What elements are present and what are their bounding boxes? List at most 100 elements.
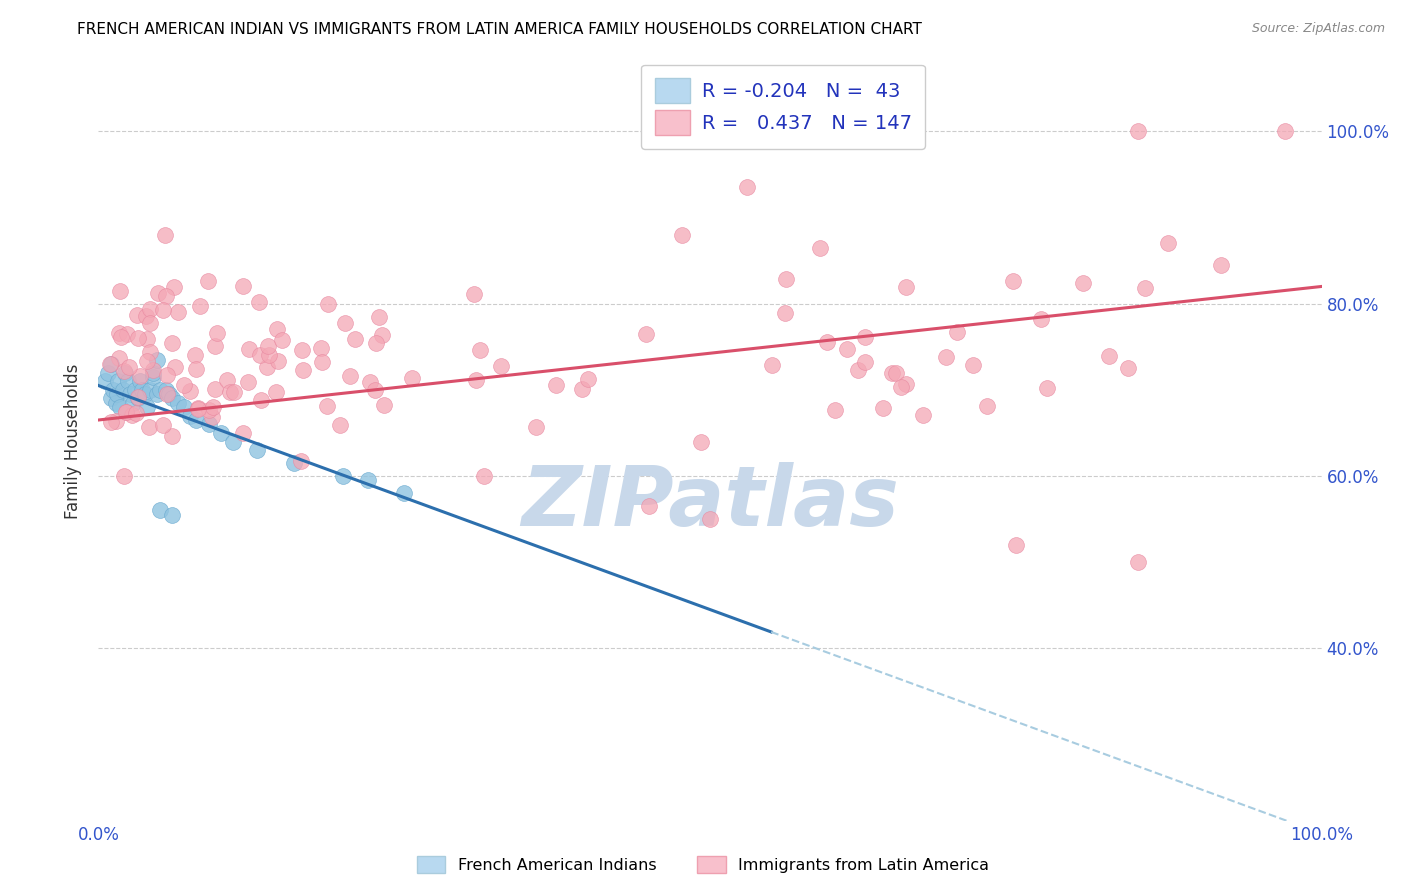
Point [100, 357, 122, 371]
Point [135, 332, 157, 346]
Point [853, 330, 876, 344]
Point [329, 418, 352, 433]
Point [266, 322, 288, 336]
Point [110, 330, 132, 344]
Point [179, 409, 201, 423]
Point [489, 359, 512, 373]
Point [392, 486, 416, 500]
Point [155, 383, 177, 397]
Point [101, 383, 124, 397]
Point [217, 373, 239, 387]
Point [316, 297, 339, 311]
Point [115, 327, 138, 342]
Point [165, 359, 187, 374]
Point [104, 414, 127, 428]
Point [155, 289, 177, 303]
Text: FRENCH AMERICAN INDIAN VS IMMIGRANTS FROM LATIN AMERICA FAMILY HOUSEHOLDS CORREL: FRENCH AMERICAN INDIAN VS IMMIGRANTS FRO… [77, 22, 922, 37]
Point [1004, 538, 1026, 552]
Point [292, 363, 315, 377]
Point [735, 180, 758, 194]
Point [1274, 124, 1296, 138]
Point [135, 310, 157, 324]
Point [188, 299, 211, 313]
Point [468, 343, 491, 358]
Point [222, 434, 245, 449]
Point [335, 316, 357, 330]
Point [699, 512, 721, 526]
Point [98, 357, 121, 371]
Point [894, 376, 917, 391]
Point [167, 304, 190, 318]
Point [1209, 258, 1232, 272]
Point [146, 387, 169, 401]
Point [291, 343, 314, 358]
Point [118, 360, 141, 375]
Point [124, 383, 146, 397]
Point [474, 469, 496, 483]
Point [266, 354, 288, 368]
Point [105, 387, 128, 401]
Point [146, 352, 169, 367]
Point [139, 344, 162, 359]
Point [366, 335, 388, 350]
Point [1001, 274, 1024, 288]
Point [131, 383, 153, 397]
Point [249, 348, 271, 362]
Point [100, 392, 122, 406]
Point [775, 272, 797, 286]
Point [146, 285, 169, 300]
Point [257, 339, 280, 353]
Point [815, 335, 838, 350]
Point [120, 387, 142, 401]
Point [524, 420, 547, 434]
Point [97, 366, 120, 380]
Point [232, 278, 254, 293]
Point [343, 332, 366, 346]
Point [356, 473, 378, 487]
Point [1128, 124, 1150, 138]
Point [114, 405, 136, 419]
Point [882, 366, 904, 380]
Point [232, 426, 254, 441]
Point [204, 338, 226, 352]
Point [290, 454, 312, 468]
Point [197, 417, 219, 432]
Point [464, 373, 486, 387]
Point [160, 392, 183, 406]
Point [689, 435, 711, 450]
Point [1118, 361, 1140, 376]
Point [117, 374, 139, 388]
Point [149, 503, 172, 517]
Point [187, 401, 209, 416]
Point [1071, 276, 1094, 290]
Point [835, 342, 858, 356]
Point [100, 415, 122, 429]
Point [184, 348, 207, 362]
Point [896, 279, 918, 293]
Point [637, 499, 661, 513]
Point [107, 326, 129, 341]
Point [890, 380, 912, 394]
Point [283, 456, 305, 470]
Point [401, 370, 423, 384]
Point [1128, 555, 1150, 569]
Point [946, 326, 969, 340]
Point [173, 400, 195, 414]
Point [186, 361, 208, 376]
Point [204, 382, 226, 396]
Point [773, 306, 796, 320]
Point [186, 413, 208, 427]
Point [127, 392, 149, 406]
Point [142, 366, 165, 380]
Legend: French American Indians, Immigrants from Latin America: French American Indians, Immigrants from… [411, 849, 995, 880]
Point [162, 429, 184, 443]
Point [139, 301, 162, 316]
Point [187, 401, 209, 415]
Point [111, 383, 134, 397]
Point [808, 241, 831, 255]
Point [160, 508, 183, 522]
Point [236, 375, 259, 389]
Point [125, 406, 148, 420]
Point [249, 295, 271, 310]
Point [824, 402, 846, 417]
